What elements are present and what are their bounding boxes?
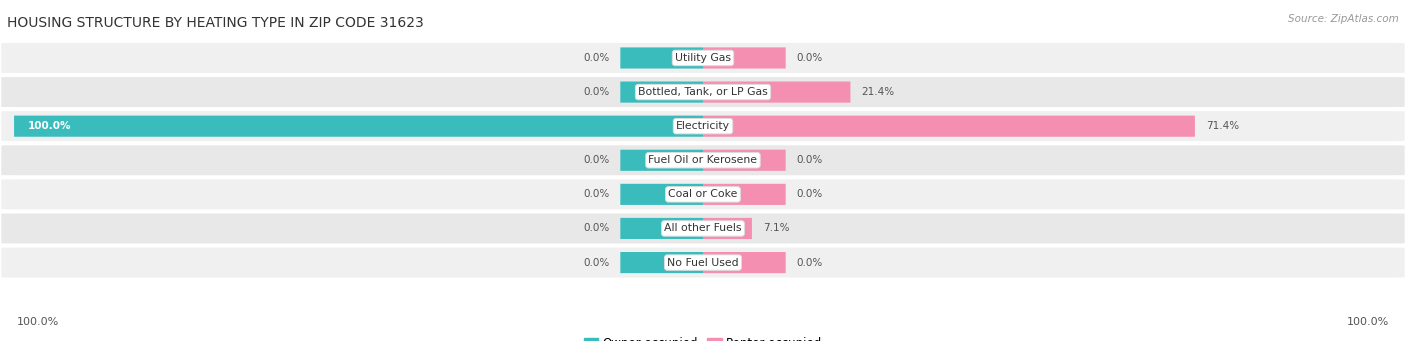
Text: 100.0%: 100.0% bbox=[28, 121, 72, 131]
Text: All other Fuels: All other Fuels bbox=[664, 223, 742, 234]
FancyBboxPatch shape bbox=[0, 76, 1406, 108]
FancyBboxPatch shape bbox=[0, 178, 1406, 210]
Text: 0.0%: 0.0% bbox=[583, 155, 609, 165]
Text: 0.0%: 0.0% bbox=[797, 155, 823, 165]
Text: 0.0%: 0.0% bbox=[797, 189, 823, 199]
Legend: Owner-occupied, Renter-occupied: Owner-occupied, Renter-occupied bbox=[583, 337, 823, 341]
Text: Fuel Oil or Kerosene: Fuel Oil or Kerosene bbox=[648, 155, 758, 165]
Text: No Fuel Used: No Fuel Used bbox=[668, 257, 738, 268]
Text: 100.0%: 100.0% bbox=[1347, 317, 1389, 327]
FancyBboxPatch shape bbox=[620, 252, 703, 273]
FancyBboxPatch shape bbox=[703, 47, 786, 69]
FancyBboxPatch shape bbox=[620, 150, 703, 171]
FancyBboxPatch shape bbox=[0, 110, 1406, 142]
Text: 7.1%: 7.1% bbox=[763, 223, 789, 234]
FancyBboxPatch shape bbox=[620, 184, 703, 205]
FancyBboxPatch shape bbox=[703, 150, 786, 171]
FancyBboxPatch shape bbox=[14, 116, 703, 137]
FancyBboxPatch shape bbox=[620, 47, 703, 69]
FancyBboxPatch shape bbox=[620, 218, 703, 239]
FancyBboxPatch shape bbox=[703, 252, 786, 273]
Text: Coal or Coke: Coal or Coke bbox=[668, 189, 738, 199]
Text: 0.0%: 0.0% bbox=[583, 189, 609, 199]
Text: Bottled, Tank, or LP Gas: Bottled, Tank, or LP Gas bbox=[638, 87, 768, 97]
Text: 0.0%: 0.0% bbox=[583, 53, 609, 63]
Text: Utility Gas: Utility Gas bbox=[675, 53, 731, 63]
Text: 21.4%: 21.4% bbox=[862, 87, 894, 97]
FancyBboxPatch shape bbox=[703, 81, 851, 103]
FancyBboxPatch shape bbox=[0, 247, 1406, 279]
FancyBboxPatch shape bbox=[703, 218, 752, 239]
Text: 0.0%: 0.0% bbox=[583, 223, 609, 234]
FancyBboxPatch shape bbox=[620, 81, 703, 103]
Text: 0.0%: 0.0% bbox=[797, 53, 823, 63]
Text: 0.0%: 0.0% bbox=[797, 257, 823, 268]
FancyBboxPatch shape bbox=[703, 116, 1195, 137]
Text: 0.0%: 0.0% bbox=[583, 87, 609, 97]
Text: Electricity: Electricity bbox=[676, 121, 730, 131]
FancyBboxPatch shape bbox=[0, 42, 1406, 74]
FancyBboxPatch shape bbox=[703, 184, 786, 205]
FancyBboxPatch shape bbox=[0, 144, 1406, 176]
Text: 71.4%: 71.4% bbox=[1206, 121, 1239, 131]
FancyBboxPatch shape bbox=[0, 212, 1406, 244]
Text: 100.0%: 100.0% bbox=[17, 317, 59, 327]
Text: HOUSING STRUCTURE BY HEATING TYPE IN ZIP CODE 31623: HOUSING STRUCTURE BY HEATING TYPE IN ZIP… bbox=[7, 16, 425, 30]
Text: 0.0%: 0.0% bbox=[583, 257, 609, 268]
Text: Source: ZipAtlas.com: Source: ZipAtlas.com bbox=[1288, 14, 1399, 24]
